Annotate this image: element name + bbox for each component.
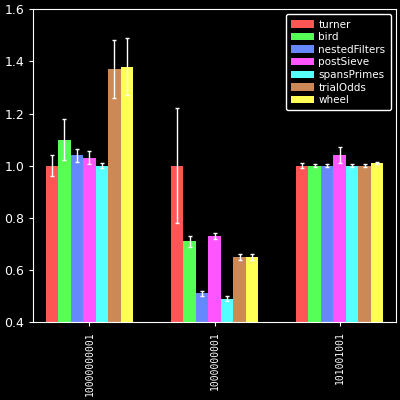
Bar bbox=[58, 140, 71, 400]
Bar bbox=[371, 163, 383, 400]
Bar bbox=[46, 166, 58, 400]
Bar bbox=[183, 241, 196, 400]
Bar bbox=[246, 257, 258, 400]
Bar bbox=[96, 166, 108, 400]
Bar bbox=[121, 66, 133, 400]
Bar bbox=[71, 155, 83, 400]
Bar bbox=[208, 236, 221, 400]
Bar bbox=[171, 166, 183, 400]
Bar bbox=[83, 158, 96, 400]
Bar bbox=[108, 69, 121, 400]
Bar bbox=[308, 166, 321, 400]
Bar bbox=[221, 299, 233, 400]
Bar bbox=[346, 166, 358, 400]
Bar bbox=[233, 257, 246, 400]
Legend: turner, bird, nestedFilters, postSieve, spansPrimes, trialOdds, wheel: turner, bird, nestedFilters, postSieve, … bbox=[286, 14, 391, 110]
Bar bbox=[196, 294, 208, 400]
Bar bbox=[296, 166, 308, 400]
Bar bbox=[321, 166, 333, 400]
Bar bbox=[333, 155, 346, 400]
Bar bbox=[358, 166, 371, 400]
